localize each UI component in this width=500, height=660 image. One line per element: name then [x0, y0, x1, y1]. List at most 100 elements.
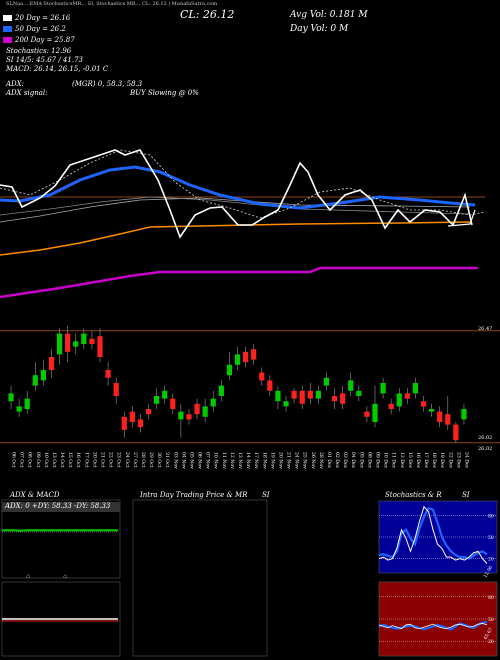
- date-label: 05 Nov: [188, 452, 194, 469]
- candle-body: [437, 411, 443, 422]
- candle-body: [275, 390, 281, 402]
- date-label: 13 Oct: [51, 452, 57, 468]
- candle-body: [429, 409, 435, 412]
- candle-body: [65, 333, 71, 352]
- ema20-line: [0, 149, 473, 239]
- candle-body: [283, 401, 289, 407]
- date-label: 05 Dec: [358, 452, 364, 469]
- adx-label-bg: [2, 502, 120, 512]
- legend-ema20-text: 20 Day = 26.16: [15, 14, 71, 22]
- legend-stoch: Stochastics: 12.96: [6, 47, 72, 55]
- legend-adx-signal: ADX signal:: [6, 89, 48, 97]
- date-label: 26 Nov: [310, 452, 316, 469]
- date-label: 04 Nov: [180, 452, 186, 469]
- candle-body: [267, 380, 273, 391]
- legend-ema200-text: 200 Day = 25.87: [15, 36, 75, 44]
- date-label: 07 Oct: [19, 452, 25, 468]
- date-label: 08 Dec: [366, 452, 372, 469]
- date-label: 04 Dec: [350, 452, 356, 469]
- ema-panel: [0, 149, 486, 299]
- price-level-label-high: 26.47: [478, 326, 492, 332]
- ema20-tail: [447, 209, 476, 227]
- intraday-si: SI: [262, 491, 270, 499]
- adx-values: ADX: 0 +DY: 58.33 -DY: 58.33: [5, 502, 111, 510]
- date-label: 21 Oct: [100, 452, 106, 468]
- date-label: 24 Dec: [463, 452, 469, 469]
- date-label: 16 Oct: [75, 452, 81, 468]
- candle-body: [445, 414, 451, 425]
- date-label: 23 Dec: [455, 452, 461, 469]
- date-label: 09 Oct: [35, 452, 41, 468]
- candle-body: [315, 390, 321, 399]
- candle-body: [234, 354, 241, 365]
- candle-body: [348, 380, 354, 391]
- candle-body: [73, 341, 79, 347]
- date-label: 31 Oct: [164, 452, 170, 468]
- candle-body: [56, 333, 63, 355]
- candle-body: [210, 398, 216, 407]
- date-label: 06 Oct: [11, 452, 17, 468]
- stoch-tick: 20: [488, 557, 494, 563]
- date-label: 22 Oct: [108, 452, 114, 468]
- legend-ema50: 50 Day = 26.2: [3, 25, 66, 33]
- stoch-tick: 50: [488, 535, 494, 541]
- adx-line: [2, 529, 118, 532]
- date-label: 09 Dec: [374, 452, 380, 469]
- candle-body: [129, 411, 135, 422]
- candle-body: [40, 370, 46, 381]
- candle-body: [372, 403, 378, 422]
- legend-macd: MACD: 26.14, 26.15, -0.01 C: [6, 65, 109, 73]
- candle-body: [388, 403, 394, 409]
- legend-ema50-text: 50 Day = 26.2: [15, 25, 66, 33]
- date-label: 18 Nov: [261, 452, 267, 469]
- header-row: SLNaa... EMA StochasticsMR... SI, Stocha…: [6, 1, 218, 7]
- candle-body: [48, 357, 55, 370]
- stoch-tick: 80: [488, 513, 494, 519]
- candle-body: [154, 396, 160, 404]
- candle-body: [81, 333, 87, 344]
- date-label: 19 Nov: [269, 452, 275, 469]
- stoch-last-label: 12.96: [483, 565, 495, 579]
- candle-body: [105, 370, 111, 378]
- intraday-title: Intra Day Trading Price & MR: [140, 491, 248, 499]
- date-label: 20 Oct: [91, 452, 97, 468]
- candle-body: [412, 383, 419, 394]
- date-label: 23 Oct: [116, 452, 122, 468]
- date-label: 25 Nov: [302, 452, 308, 469]
- candle-body: [242, 351, 249, 363]
- ema200-orange-line: [0, 221, 471, 256]
- stoch-title: Stochastics & R: [385, 491, 442, 499]
- date-label: 20 Nov: [277, 452, 283, 469]
- candle-body: [121, 416, 127, 430]
- si-tick: 80: [488, 595, 494, 601]
- candle-body: [299, 390, 305, 404]
- swatch-ema200: [3, 37, 12, 43]
- candle-body: [251, 349, 257, 360]
- date-label: 16 Dec: [415, 452, 421, 469]
- candle-body: [323, 377, 330, 386]
- candle-body: [259, 372, 265, 381]
- date-label: 22 Dec: [447, 452, 453, 469]
- legend-buy-signal: BUY Slowing @ 0%: [130, 89, 199, 97]
- stoch-si: SI: [462, 491, 470, 499]
- date-label: 15 Dec: [407, 452, 413, 469]
- date-label: 19 Dec: [439, 452, 445, 469]
- legend-ema20: 20 Day = 26.16: [3, 14, 70, 22]
- date-label: 03 Dec: [342, 452, 348, 469]
- stoch-white-line: [378, 505, 488, 564]
- candle-body: [113, 383, 119, 396]
- si-tick: 20: [488, 639, 494, 645]
- date-label: 12 Nov: [229, 452, 235, 469]
- date-label: 14 Nov: [245, 452, 251, 469]
- date-label: 12 Dec: [399, 452, 405, 469]
- candle-body: [89, 338, 95, 344]
- si-white-line: [378, 623, 488, 630]
- date-label: 03 Nov: [172, 452, 178, 469]
- candle-body: [24, 398, 30, 409]
- date-label: 15 Oct: [67, 452, 73, 468]
- candle-body: [461, 409, 467, 420]
- candle-body: [226, 364, 233, 376]
- adx-marker-2: ⌂: [63, 573, 68, 580]
- date-label: 11 Nov: [221, 452, 227, 469]
